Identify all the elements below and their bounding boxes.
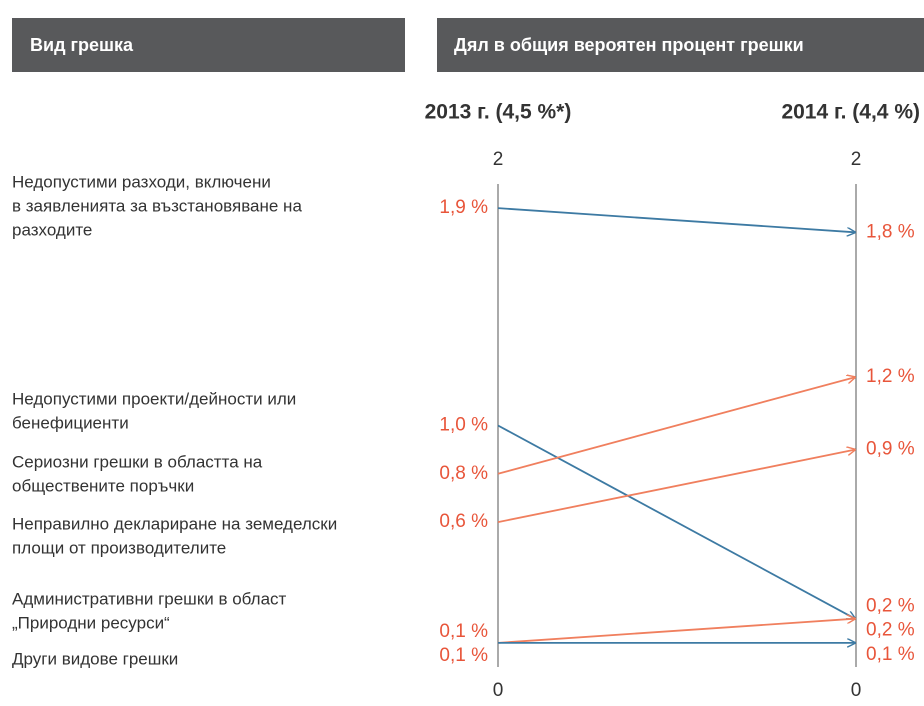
category-label: бенефициенти [12,413,129,432]
value-label: 0,2 % [866,596,915,617]
slope-line [497,619,855,644]
header-right: Дял в общия вероятен процент грешки [454,35,804,55]
category-label: обществените поръчки [12,476,194,495]
category-label: „Природни ресурси“ [12,613,170,632]
y-tick-label: 0 [493,680,504,701]
category-label: разходите [12,220,92,239]
value-label: 0,9 % [866,439,915,460]
value-label: 1,9 % [439,197,488,218]
category-label: Недопустими разходи, включени [12,172,271,191]
value-label: 1,8 % [866,221,915,242]
category-label: Недопустими проекти/дейности или [12,389,296,408]
value-label: 0,8 % [439,463,488,484]
category-label: площи от производителите [12,538,226,557]
value-label: 0,1 % [439,645,488,666]
column-title: 2014 г. (4,4 %) [781,101,920,124]
header-bar [12,18,405,72]
y-tick-label: 2 [851,149,862,170]
slope-line [497,377,855,475]
value-label: 0,6 % [439,511,488,532]
slope-line [497,424,855,619]
category-label: Неправилно деклариране на земеделски [12,514,337,533]
header-bar [437,18,924,72]
value-label: 0,1 % [439,621,488,642]
y-tick-label: 0 [851,680,862,701]
category-label: в заявленията за възстановяване на [12,196,302,215]
value-label: 1,2 % [866,366,915,387]
y-tick-label: 2 [493,149,504,170]
value-label: 1,0 % [439,415,488,436]
column-title: 2013 г. (4,5 %*) [425,101,572,124]
slope-line [497,207,855,232]
value-label: 0,1 % [866,644,915,665]
header-left: Вид грешка [30,35,134,55]
slope-line [497,450,855,523]
category-label: Сериозни грешки в областта на [12,452,263,471]
category-label: Други видове грешки [12,649,178,668]
value-label: 0,2 % [866,620,915,641]
category-label: Административни грешки в област [12,589,287,608]
